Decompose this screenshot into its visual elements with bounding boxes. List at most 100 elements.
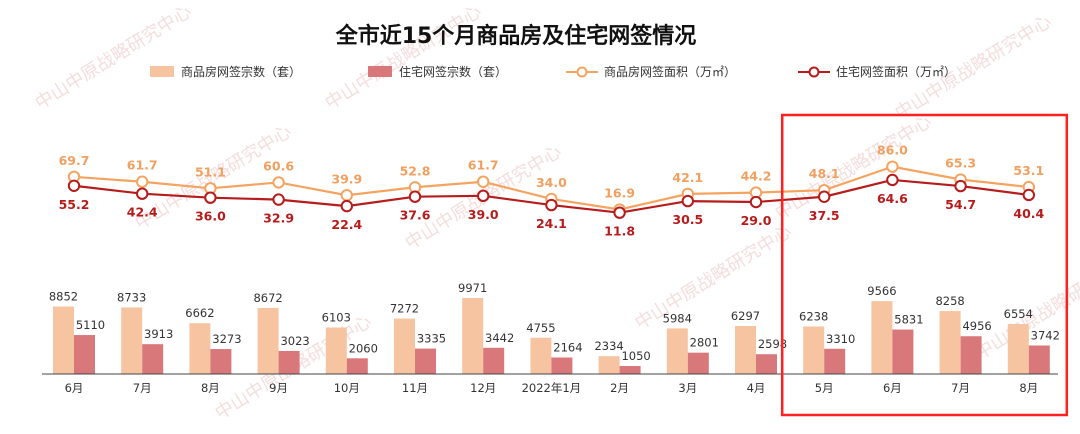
label-commercial-area: 61.7 [127, 158, 158, 173]
bar-label-commercial-units: 5984 [663, 311, 692, 325]
x-tick-label: 11月 [402, 381, 428, 395]
point-residential-area [613, 206, 626, 219]
bar-label-residential-units: 5110 [76, 318, 105, 332]
bar-label-residential-units: 2598 [758, 337, 787, 351]
bar-label-residential-units: 3742 [1031, 328, 1060, 342]
point-residential-area [954, 179, 967, 193]
point-commercial-area [886, 160, 899, 173]
point-residential-area [1022, 188, 1036, 202]
label-residential-area: 24.1 [536, 216, 567, 231]
legend: 商品房网签宗数（套） 住宅网签宗数（套） 商品房网签面积（万㎡） 住宅网签面积（… [150, 64, 956, 79]
bar-residential-units [687, 352, 709, 374]
legend-marker-commercial-area [576, 66, 588, 78]
legend-swatch-commercial-units [150, 66, 174, 77]
label-commercial-area: 61.7 [468, 158, 499, 173]
bar-label-commercial-units: 8672 [253, 291, 282, 305]
bar-label-commercial-units: 8852 [49, 290, 78, 304]
watermark-text: 中山中原战略研究中心 [32, 1, 196, 114]
bar-label-residential-units: 3913 [144, 327, 173, 341]
x-tick-label: 7月 [133, 381, 152, 395]
bar-label-commercial-units: 8733 [117, 290, 146, 304]
watermark-text: 中山中原战略研究中心 [772, 111, 936, 224]
label-residential-area: 64.6 [877, 191, 908, 206]
x-tick-label: 8月 [1019, 381, 1038, 395]
watermark-text: 中山中原战略研究中心 [632, 221, 796, 334]
point-commercial-area [272, 176, 285, 189]
bar-label-commercial-units: 6238 [799, 309, 828, 323]
bar-residential-units [619, 365, 641, 374]
legend-marker-residential-area [808, 66, 820, 78]
label-commercial-area: 34.0 [536, 175, 567, 190]
point-residential-area [67, 179, 81, 192]
bar-label-residential-units: 5831 [894, 313, 923, 327]
point-residential-area [545, 198, 558, 212]
bar-residential-units [756, 354, 777, 374]
bar-label-commercial-units: 6103 [322, 310, 351, 324]
point-residential-area [818, 190, 831, 203]
legend-label-residential-units: 住宅网签宗数（套） [399, 64, 507, 79]
x-tick-label: 2022年1月 [522, 381, 582, 395]
bar-layer: 8852 5110 8733 3913 6662 3273 8672 3023 6103 2060… [49, 281, 1060, 374]
label-commercial-area: 16.9 [604, 186, 635, 201]
point-commercial-area [340, 189, 353, 202]
x-tick-label: 7月 [951, 381, 970, 395]
label-commercial-area: 60.6 [263, 158, 294, 173]
bar-label-residential-units: 1050 [621, 349, 650, 363]
point-residential-area [749, 195, 763, 209]
legend-label-residential-area: 住宅网签面积（万㎡） [836, 64, 956, 79]
label-residential-area: 40.4 [1013, 206, 1044, 221]
bar-label-commercial-units: 6662 [185, 306, 214, 320]
bar-label-residential-units: 4956 [962, 319, 991, 333]
bar-commercial-units [257, 307, 279, 374]
label-commercial-area: 48.1 [809, 166, 840, 181]
bar-residential-units [892, 329, 914, 374]
label-residential-area: 11.8 [604, 224, 635, 239]
label-residential-area: 42.4 [127, 205, 158, 220]
bar-commercial-units [530, 337, 552, 374]
line-layer: 69.7 61.7 51.1 60.6 39.9 52.8 61.7 34.0 16.9 42.1… [59, 143, 1045, 239]
watermark-text: 中山中原战略研究中心 [322, 1, 486, 114]
label-commercial-area: 69.7 [59, 153, 90, 168]
x-tick-layer: 6月 7月 8月 9月 10月 11月 12月 2022年1月 2月 3月 4月 5月 6月 7月 8月 [65, 381, 1039, 395]
bar-commercial-units [939, 311, 961, 374]
point-residential-area [681, 194, 694, 208]
bar-label-commercial-units: 2334 [594, 339, 623, 353]
label-residential-area: 37.6 [400, 208, 431, 223]
label-residential-area: 22.4 [331, 217, 362, 232]
x-tick-label: 2月 [610, 381, 629, 395]
label-residential-area: 54.7 [945, 197, 976, 212]
bar-commercial-units [53, 306, 74, 374]
bar-commercial-units [462, 298, 484, 374]
legend-swatch-residential-units [368, 66, 392, 77]
label-residential-area: 32.9 [263, 211, 294, 226]
bar-residential-units [210, 349, 232, 374]
label-commercial-area: 52.8 [400, 163, 431, 178]
bar-label-commercial-units: 9971 [458, 281, 487, 295]
bar-commercial-units [121, 307, 143, 374]
bar-commercial-units [1007, 324, 1029, 374]
bar-commercial-units [735, 326, 756, 374]
label-commercial-area: 42.1 [672, 170, 703, 185]
point-commercial-area [477, 175, 490, 188]
label-commercial-area: 86.0 [877, 143, 908, 158]
bar-label-residential-units: 3273 [212, 332, 241, 346]
x-tick-label: 4月 [747, 381, 766, 395]
bar-residential-units [551, 357, 573, 374]
x-tick-label: 6月 [65, 381, 84, 395]
bar-label-commercial-units: 8258 [935, 294, 964, 308]
bar-label-commercial-units: 6297 [731, 309, 760, 323]
bar-commercial-units [189, 323, 211, 374]
label-commercial-area: 65.3 [945, 156, 976, 171]
label-commercial-area: 44.2 [741, 169, 772, 184]
x-tick-label: 3月 [678, 381, 697, 395]
bar-residential-units [74, 335, 95, 374]
bar-commercial-units [803, 326, 825, 374]
label-commercial-area: 51.1 [195, 164, 226, 179]
bar-label-residential-units: 2164 [553, 341, 582, 355]
bar-residential-units [483, 347, 505, 374]
bar-label-residential-units: 2060 [349, 341, 378, 355]
label-commercial-area: 39.9 [331, 171, 362, 186]
bar-label-residential-units: 3442 [485, 331, 514, 345]
point-residential-area [886, 173, 899, 187]
